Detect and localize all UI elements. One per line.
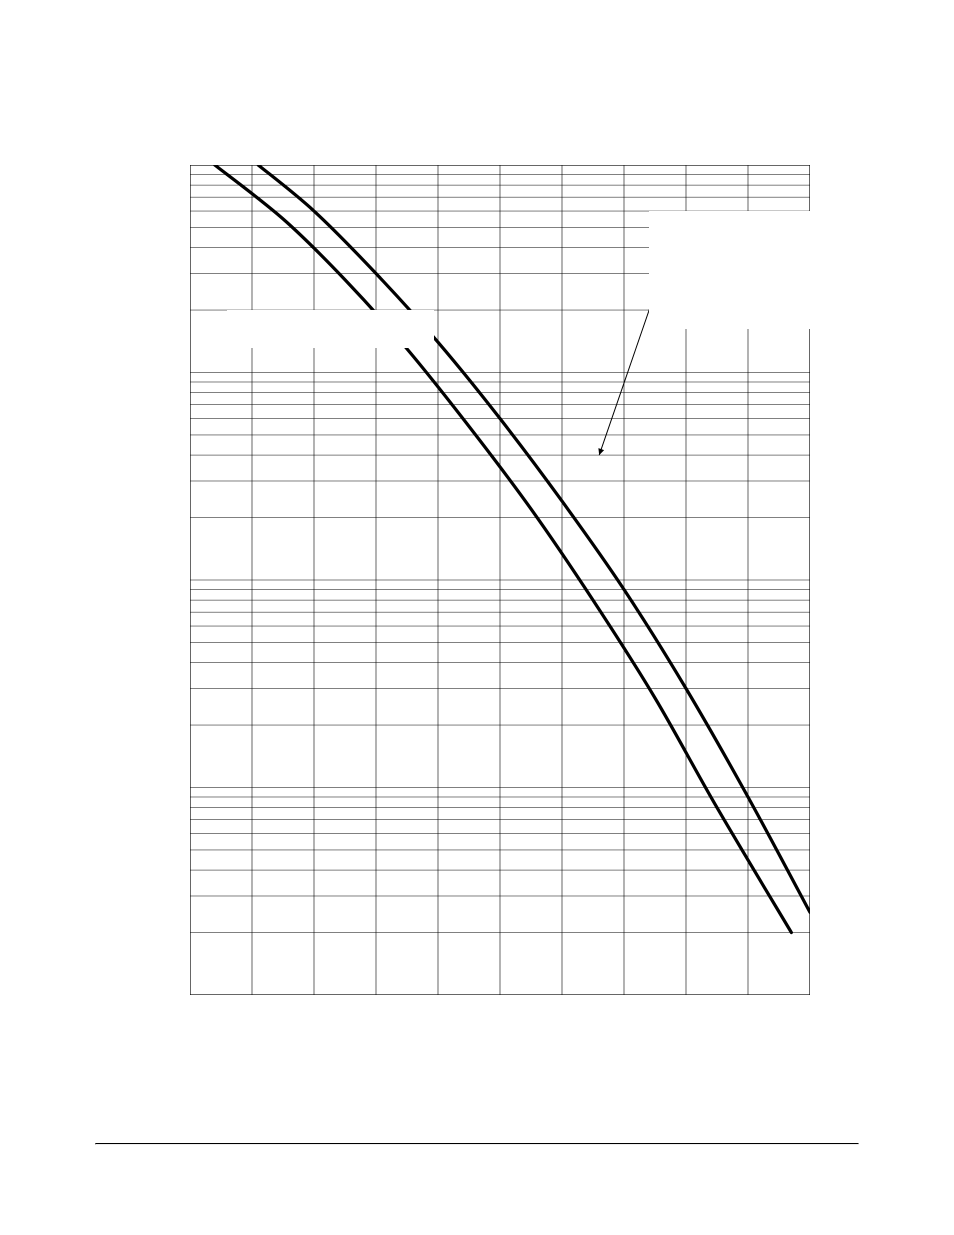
annotation-box-upper-right-box bbox=[649, 211, 826, 329]
page bbox=[0, 0, 954, 1235]
footer-rule bbox=[95, 1143, 859, 1145]
pointer-arrowhead-icon bbox=[598, 448, 604, 455]
annotation-box-left-strip bbox=[227, 310, 434, 348]
